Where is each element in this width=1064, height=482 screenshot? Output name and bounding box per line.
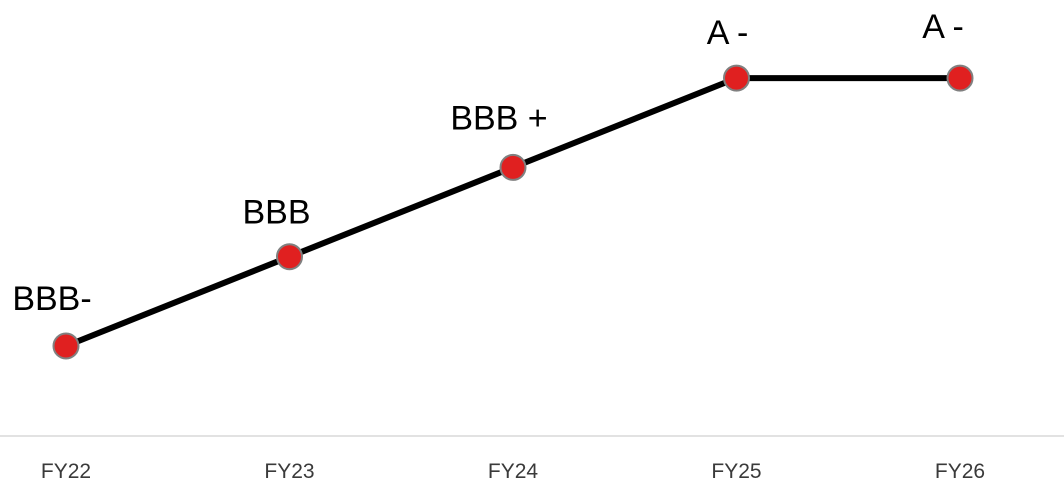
data-label-fy22: BBB- <box>12 280 91 318</box>
data-label-fy23: BBB <box>242 194 310 232</box>
marker-layer <box>52 64 974 360</box>
data-point-fy25 <box>723 64 750 92</box>
data-label-fy25: A - <box>707 14 749 52</box>
data-point-fy26 <box>946 64 974 92</box>
data-label-fy26: A - <box>922 8 964 46</box>
x-tick-label-fy24: FY24 <box>488 460 539 482</box>
x-tick-label-fy25: FY25 <box>711 460 761 482</box>
x-tick-label-fy23: FY23 <box>264 460 314 482</box>
x-tick-layer: FY22 FY23 FY24 FY25 FY26 <box>41 460 985 482</box>
point-label-layer: BBB- BBB BBB + A - A - <box>12 8 963 318</box>
data-point-fy22 <box>52 332 80 360</box>
x-tick-label-fy26: FY26 <box>935 460 985 482</box>
data-point-fy23 <box>276 243 303 271</box>
x-tick-label-fy22: FY22 <box>41 460 91 482</box>
data-label-fy24: BBB + <box>450 99 547 137</box>
data-point-fy24 <box>499 153 527 181</box>
